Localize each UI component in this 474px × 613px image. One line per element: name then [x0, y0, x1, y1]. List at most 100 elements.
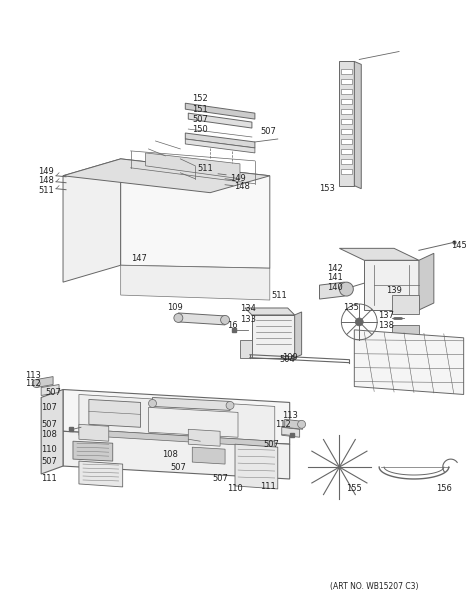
- Polygon shape: [341, 99, 352, 104]
- Polygon shape: [339, 248, 419, 261]
- Polygon shape: [341, 129, 352, 134]
- Text: 138: 138: [378, 321, 394, 330]
- Polygon shape: [240, 340, 252, 358]
- Text: 507: 507: [264, 440, 280, 449]
- Polygon shape: [185, 139, 255, 153]
- Polygon shape: [148, 408, 238, 437]
- Polygon shape: [79, 395, 275, 441]
- Text: (ART NO. WB15207 C3): (ART NO. WB15207 C3): [330, 582, 419, 591]
- Text: 507: 507: [45, 388, 61, 397]
- Text: 511: 511: [38, 186, 54, 195]
- Polygon shape: [245, 308, 295, 315]
- Circle shape: [220, 316, 229, 324]
- Circle shape: [32, 379, 40, 387]
- Polygon shape: [188, 429, 220, 446]
- Text: 148: 148: [38, 177, 54, 185]
- Text: 507: 507: [41, 457, 57, 466]
- Polygon shape: [63, 159, 270, 192]
- Polygon shape: [41, 389, 63, 474]
- Polygon shape: [285, 419, 302, 429]
- Polygon shape: [185, 103, 255, 119]
- Text: 153: 153: [319, 184, 336, 193]
- Polygon shape: [63, 432, 290, 479]
- Text: 112: 112: [25, 379, 41, 388]
- Text: 147: 147: [131, 254, 146, 263]
- Text: 113: 113: [25, 371, 41, 380]
- Text: 133: 133: [240, 316, 256, 324]
- Polygon shape: [341, 119, 352, 124]
- Text: 507: 507: [192, 115, 208, 124]
- Text: 139: 139: [386, 286, 402, 295]
- Polygon shape: [341, 149, 352, 154]
- Polygon shape: [73, 441, 113, 461]
- Polygon shape: [419, 253, 434, 310]
- Polygon shape: [79, 429, 275, 447]
- Polygon shape: [341, 139, 352, 144]
- Polygon shape: [341, 159, 352, 164]
- Text: 109: 109: [282, 353, 298, 362]
- Text: 150: 150: [192, 124, 208, 134]
- Polygon shape: [121, 265, 270, 300]
- Text: 110: 110: [227, 484, 243, 493]
- Polygon shape: [153, 397, 230, 410]
- Polygon shape: [79, 461, 123, 487]
- Text: 107: 107: [41, 403, 57, 412]
- Polygon shape: [392, 325, 419, 335]
- Polygon shape: [341, 109, 352, 114]
- Polygon shape: [63, 159, 121, 282]
- Text: 149: 149: [38, 167, 54, 177]
- Polygon shape: [79, 424, 109, 441]
- Text: 148: 148: [234, 182, 250, 191]
- Circle shape: [148, 400, 156, 408]
- Text: 141: 141: [328, 273, 343, 281]
- Text: 112: 112: [275, 420, 291, 429]
- Polygon shape: [282, 427, 300, 437]
- Circle shape: [339, 282, 353, 296]
- Text: 110: 110: [41, 444, 57, 454]
- Polygon shape: [392, 295, 419, 314]
- Polygon shape: [354, 61, 361, 189]
- Text: 149: 149: [230, 174, 246, 183]
- Text: 504: 504: [280, 355, 296, 364]
- Polygon shape: [192, 447, 225, 464]
- Text: 108: 108: [41, 430, 57, 439]
- Text: 156: 156: [436, 484, 452, 493]
- Text: 111: 111: [41, 474, 57, 484]
- Text: 145: 145: [451, 241, 466, 250]
- Text: 109: 109: [167, 303, 183, 313]
- Text: 108: 108: [163, 449, 178, 459]
- Polygon shape: [188, 113, 252, 128]
- Text: 135: 135: [343, 303, 359, 313]
- Text: 507: 507: [171, 463, 186, 471]
- Circle shape: [174, 313, 183, 322]
- Polygon shape: [339, 61, 354, 186]
- Text: 507: 507: [260, 126, 276, 135]
- Circle shape: [226, 402, 234, 409]
- Polygon shape: [341, 79, 352, 85]
- Polygon shape: [295, 312, 301, 358]
- Polygon shape: [89, 400, 141, 427]
- Polygon shape: [364, 261, 419, 310]
- Polygon shape: [121, 159, 270, 268]
- Text: 137: 137: [378, 311, 394, 321]
- Circle shape: [298, 421, 306, 428]
- Text: 111: 111: [260, 482, 276, 492]
- Polygon shape: [341, 89, 352, 94]
- Polygon shape: [341, 69, 352, 74]
- Text: 151: 151: [192, 105, 208, 113]
- Polygon shape: [319, 282, 345, 299]
- Polygon shape: [185, 133, 255, 148]
- Polygon shape: [252, 315, 295, 358]
- Text: 140: 140: [328, 283, 343, 292]
- Polygon shape: [341, 169, 352, 173]
- Text: 155: 155: [346, 484, 362, 493]
- Text: 507: 507: [41, 420, 57, 429]
- Text: 113: 113: [282, 411, 298, 420]
- Polygon shape: [63, 389, 290, 444]
- Text: 142: 142: [328, 264, 343, 273]
- Polygon shape: [178, 313, 225, 325]
- Polygon shape: [41, 384, 59, 395]
- Polygon shape: [235, 444, 278, 489]
- Text: 16: 16: [227, 321, 237, 330]
- Text: 507: 507: [212, 474, 228, 484]
